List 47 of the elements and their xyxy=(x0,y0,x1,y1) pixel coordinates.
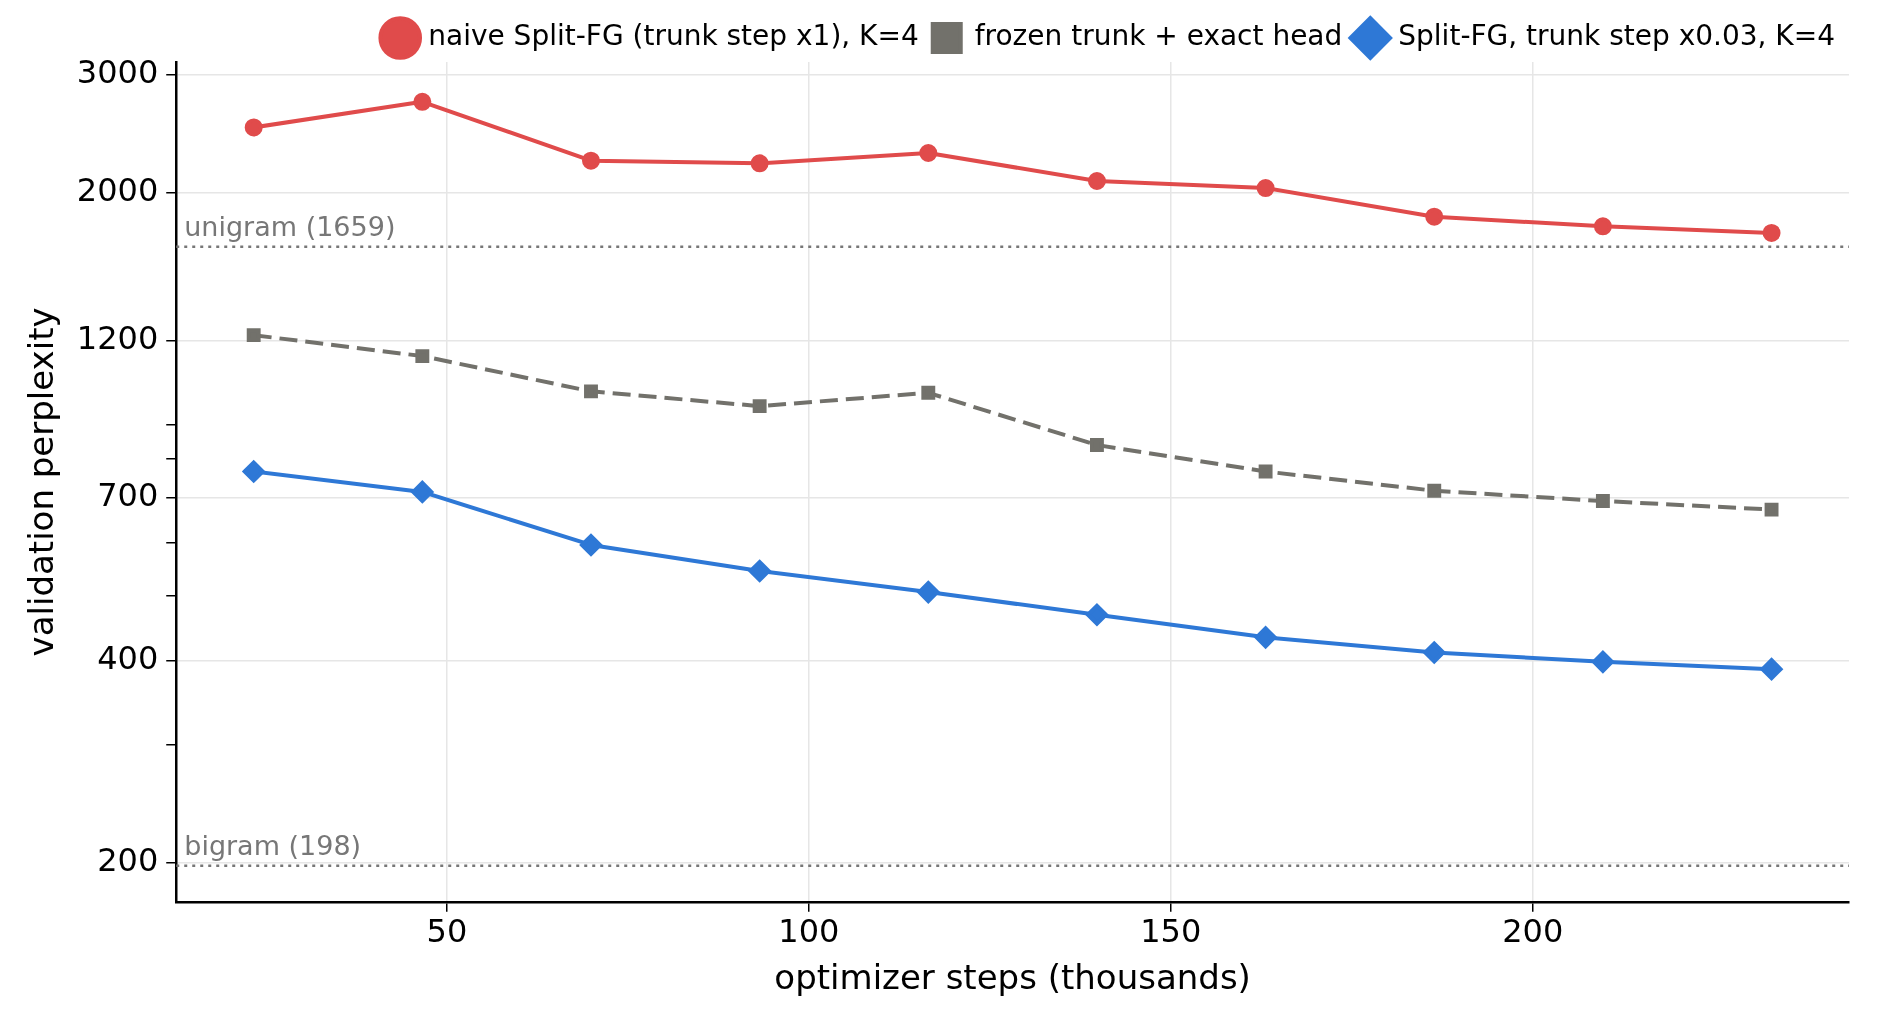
point xyxy=(1089,438,1104,452)
point xyxy=(246,328,261,343)
legend-label: naive Split-FG (trunk step x1), K=4 xyxy=(428,19,919,53)
point xyxy=(1595,494,1610,508)
ref-line-label: bigram (198) xyxy=(184,830,362,862)
point xyxy=(411,480,434,503)
point xyxy=(750,154,769,173)
point xyxy=(1425,207,1444,226)
y-tick-label: 1200 xyxy=(76,319,159,358)
point xyxy=(917,581,940,604)
point xyxy=(752,399,767,414)
y-tick-label: 400 xyxy=(97,639,159,678)
point xyxy=(584,384,598,399)
point xyxy=(1423,641,1446,664)
x-tick-label: 50 xyxy=(426,912,468,951)
point xyxy=(413,92,432,111)
x-tick-label: 150 xyxy=(1140,912,1202,951)
y-tick-label: 200 xyxy=(97,841,159,880)
point xyxy=(919,143,938,162)
point xyxy=(1764,502,1779,517)
point xyxy=(1591,650,1614,673)
point xyxy=(921,385,936,400)
point xyxy=(415,349,430,364)
point xyxy=(1427,483,1442,498)
point xyxy=(1760,658,1783,681)
point xyxy=(579,533,602,556)
ref-line-label: unigram (1659) xyxy=(184,211,396,243)
y-tick-label: 3000 xyxy=(76,52,159,91)
point xyxy=(1762,223,1781,242)
x-axis-title: optimizer steps (thousands) xyxy=(774,957,1251,998)
point xyxy=(1085,603,1108,626)
point xyxy=(748,560,771,583)
y-axis-title: validation perplexity xyxy=(21,307,62,657)
x-tick-label: 200 xyxy=(1502,912,1564,951)
point xyxy=(1087,172,1106,190)
point xyxy=(244,118,263,137)
legend-label: Split-FG, trunk step x0.03, K=4 xyxy=(1398,19,1836,53)
point xyxy=(1256,179,1275,198)
point xyxy=(581,151,600,170)
point xyxy=(242,460,265,483)
y-tick-label: 700 xyxy=(97,476,159,515)
point xyxy=(1593,217,1612,236)
point xyxy=(1254,626,1277,649)
legend-label: frozen trunk + exact head xyxy=(974,19,1343,53)
y-tick-label: 2000 xyxy=(76,170,159,209)
point xyxy=(1258,464,1273,479)
x-tick-label: 100 xyxy=(778,912,840,951)
